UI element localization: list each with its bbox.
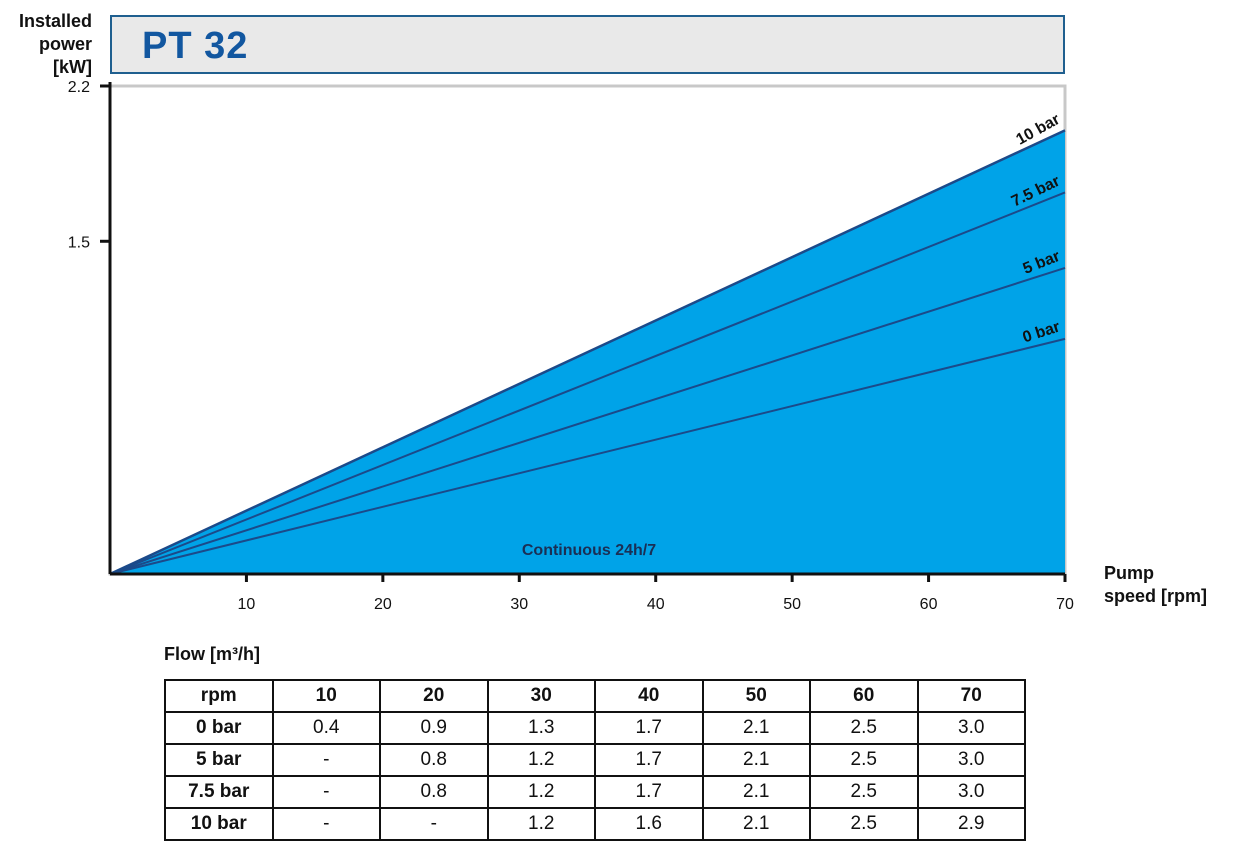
chart-title-box: PT 32 bbox=[110, 15, 1065, 74]
row-label: 0 bar bbox=[164, 711, 274, 745]
series-line-0-bar bbox=[109, 337, 1066, 575]
y-tick-label: 1.5 bbox=[68, 234, 90, 251]
table-cell: 1.7 bbox=[594, 743, 704, 777]
y-axis-label-line: power bbox=[38, 34, 92, 54]
table-cell: 0.8 bbox=[379, 743, 489, 777]
header-cell: 60 bbox=[809, 679, 919, 713]
table-cell: 0.9 bbox=[379, 711, 489, 745]
header-cell: 10 bbox=[271, 679, 381, 713]
table-cell: - bbox=[271, 775, 381, 809]
chart-title: PT 32 bbox=[142, 25, 249, 67]
table-cell: 3.0 bbox=[916, 711, 1026, 745]
table-cell: 2.5 bbox=[809, 711, 919, 745]
y-axis-label-line: [kW] bbox=[53, 57, 92, 77]
flow-table: rpm 10 20 30 40 50 60 70 0 bar 0.4 0.9 1… bbox=[164, 679, 1026, 841]
table-row: 7.5 bar - 0.8 1.2 1.7 2.1 2.5 3.0 bbox=[164, 775, 1026, 809]
x-tick-label: 40 bbox=[647, 596, 665, 613]
series-line-7-5-bar bbox=[109, 191, 1066, 575]
header-cell: 20 bbox=[379, 679, 489, 713]
table-cell: 2.9 bbox=[916, 807, 1026, 841]
flow-table-title: Flow [m³/h] bbox=[164, 644, 260, 664]
table-row: 5 bar - 0.8 1.2 1.7 2.1 2.5 3.0 bbox=[164, 743, 1026, 777]
row-label: 10 bar bbox=[164, 807, 274, 841]
table-cell: 2.1 bbox=[701, 711, 811, 745]
header-cell: 30 bbox=[486, 679, 596, 713]
table-cell: 2.5 bbox=[809, 807, 919, 841]
table-cell: 0.8 bbox=[379, 775, 489, 809]
table-cell: 3.0 bbox=[916, 775, 1026, 809]
table-cell: 2.1 bbox=[701, 775, 811, 809]
header-cell: rpm bbox=[164, 679, 274, 713]
table-cell: 1.6 bbox=[594, 807, 704, 841]
y-tick-label: 2.2 bbox=[68, 79, 90, 96]
table-cell: 1.7 bbox=[594, 775, 704, 809]
header-cell: 40 bbox=[594, 679, 704, 713]
row-label: 5 bar bbox=[164, 743, 274, 777]
table-cell: 1.7 bbox=[594, 711, 704, 745]
table-cell: 1.2 bbox=[486, 775, 596, 809]
header-cell: 50 bbox=[701, 679, 811, 713]
table-cell: 2.1 bbox=[701, 807, 811, 841]
x-axis-label: Pump speed [rpm] bbox=[1104, 562, 1207, 608]
flow-table-header-row: rpm 10 20 30 40 50 60 70 bbox=[164, 679, 1026, 713]
x-tick-label: 70 bbox=[1056, 596, 1074, 613]
x-tick-label: 30 bbox=[510, 596, 528, 613]
table-cell: 2.5 bbox=[809, 775, 919, 809]
table-row: 0 bar 0.4 0.9 1.3 1.7 2.1 2.5 3.0 bbox=[164, 711, 1026, 745]
x-axis-label-line: Pump bbox=[1104, 563, 1155, 583]
table-cell: 1.3 bbox=[486, 711, 596, 745]
table-cell: 1.2 bbox=[486, 807, 596, 841]
table-cell: 2.1 bbox=[701, 743, 811, 777]
table-row: 10 bar - - 1.2 1.6 2.1 2.5 2.9 bbox=[164, 807, 1026, 841]
header-cell: 70 bbox=[916, 679, 1026, 713]
table-cell: - bbox=[271, 743, 381, 777]
series-line-10-bar bbox=[109, 129, 1066, 576]
x-tick-label: 20 bbox=[374, 596, 392, 613]
region-label: Continuous 24h/7 bbox=[522, 542, 656, 559]
row-label: 7.5 bar bbox=[164, 775, 274, 809]
table-cell: - bbox=[271, 807, 381, 841]
x-tick-label: 10 bbox=[238, 596, 256, 613]
x-axis-label-line: speed [rpm] bbox=[1104, 586, 1208, 606]
y-axis-label-line: Installed bbox=[18, 11, 92, 31]
table-cell: - bbox=[379, 807, 489, 841]
table-cell: 2.5 bbox=[809, 743, 919, 777]
x-tick-label: 60 bbox=[920, 596, 938, 613]
y-axis-label: Installed power [kW] bbox=[0, 10, 92, 79]
series-line-5-bar bbox=[109, 266, 1066, 575]
table-cell: 0.4 bbox=[271, 711, 381, 745]
x-tick-label: 50 bbox=[783, 596, 801, 613]
table-cell: 1.2 bbox=[486, 743, 596, 777]
table-cell: 3.0 bbox=[916, 743, 1026, 777]
